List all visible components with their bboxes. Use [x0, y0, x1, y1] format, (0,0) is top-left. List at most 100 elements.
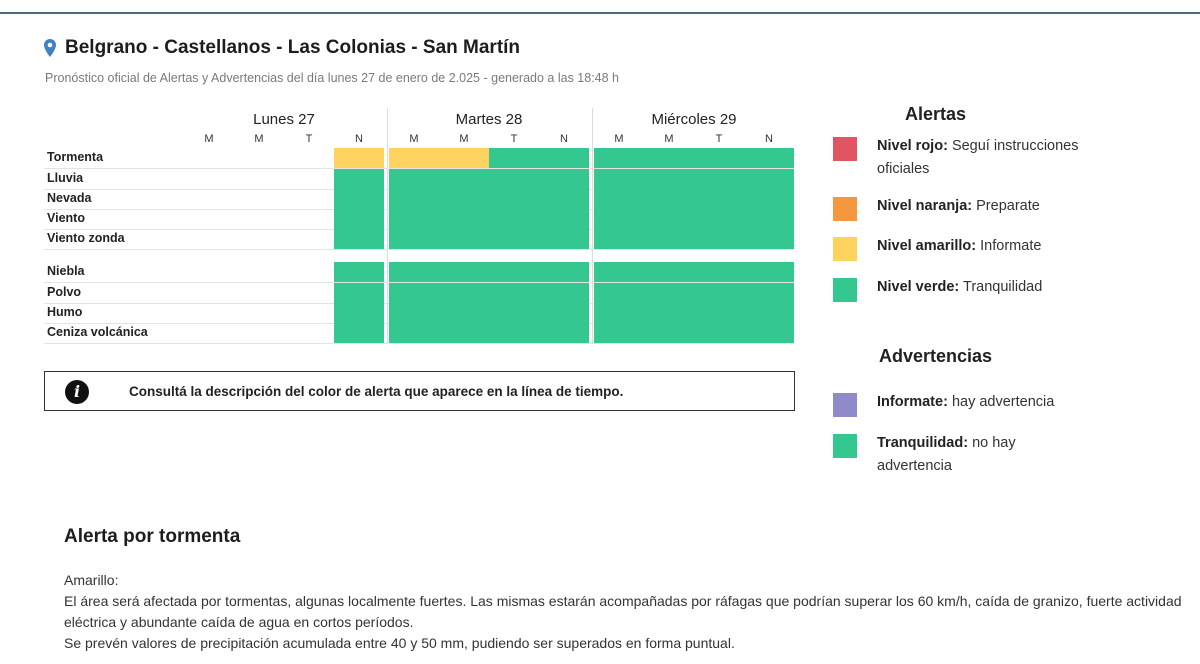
timeline-cell[interactable] [694, 262, 744, 282]
timeline-cell[interactable] [334, 209, 384, 229]
map-pin-icon [44, 39, 56, 57]
timeline-cell[interactable] [694, 303, 744, 323]
timeline-cell[interactable] [644, 323, 694, 343]
timeline-cell[interactable] [594, 229, 644, 249]
timeline-cell[interactable] [539, 229, 589, 249]
timeline-cell[interactable] [539, 148, 589, 168]
timeline-cell[interactable] [644, 262, 694, 282]
timeline-cell[interactable] [744, 323, 794, 343]
timeline-cell[interactable] [334, 169, 384, 189]
day-separator [592, 108, 593, 344]
period-label: T [715, 133, 723, 145]
period-label: T [510, 133, 518, 145]
timeline-cell[interactable] [334, 283, 384, 303]
timeline-cell[interactable] [594, 303, 644, 323]
timeline-cell[interactable] [389, 262, 439, 282]
phenomenon-label: Viento zonda [47, 231, 125, 245]
legend-swatch [833, 434, 857, 458]
phenomenon-label: Ceniza volcánica [47, 325, 148, 339]
timeline-cell[interactable] [389, 169, 439, 189]
alertas-title: Alertas [905, 104, 967, 124]
timeline-cell[interactable] [744, 189, 794, 209]
detail-level-label: Amarillo: [64, 572, 119, 588]
timeline-cell[interactable] [744, 148, 794, 168]
timeline-cell[interactable] [694, 169, 744, 189]
timeline-cell[interactable] [334, 262, 384, 282]
timeline-cell[interactable] [539, 262, 589, 282]
timeline-cell[interactable] [439, 169, 489, 189]
timeline-cell[interactable] [389, 209, 439, 229]
timeline-cell[interactable] [389, 283, 439, 303]
timeline-cell[interactable] [744, 209, 794, 229]
timeline-cell[interactable] [539, 169, 589, 189]
timeline-cell[interactable] [539, 189, 589, 209]
timeline-cell[interactable] [694, 209, 744, 229]
period-label: M [409, 133, 419, 145]
timeline-cell[interactable] [694, 229, 744, 249]
timeline-cell[interactable] [539, 323, 589, 343]
timeline-cell[interactable] [439, 209, 489, 229]
timeline-cell[interactable] [439, 148, 489, 168]
timeline-cell[interactable] [594, 262, 644, 282]
legend-text: Nivel naranja: Preparate [877, 195, 1087, 218]
timeline-cell[interactable] [539, 283, 589, 303]
timeline-cell[interactable] [334, 303, 384, 323]
timeline-cell[interactable] [644, 148, 694, 168]
timeline-cell[interactable] [334, 323, 384, 343]
timeline-cell[interactable] [334, 229, 384, 249]
timeline-cell[interactable] [594, 283, 644, 303]
timeline-cell[interactable] [744, 262, 794, 282]
timeline-cell[interactable] [439, 262, 489, 282]
timeline-cell[interactable] [389, 148, 439, 168]
timeline-cell[interactable] [389, 303, 439, 323]
timeline-cell[interactable] [694, 283, 744, 303]
timeline-cell[interactable] [694, 323, 744, 343]
timeline-cell[interactable] [594, 169, 644, 189]
timeline-cell[interactable] [644, 303, 694, 323]
timeline-cell[interactable] [594, 209, 644, 229]
period-label: M [614, 133, 624, 145]
timeline-cell[interactable] [539, 209, 589, 229]
timeline-cell[interactable] [694, 148, 744, 168]
timeline-cell[interactable] [644, 229, 694, 249]
phenomenon-label: Viento [47, 211, 85, 225]
timeline-cell[interactable] [489, 283, 539, 303]
detail-paragraph: El área será afectada por tormentas, alg… [64, 593, 1182, 630]
timeline-cell[interactable] [489, 148, 539, 168]
timeline-cell[interactable] [489, 189, 539, 209]
timeline-cell[interactable] [389, 189, 439, 209]
timeline-cell[interactable] [334, 189, 384, 209]
timeline-cell[interactable] [694, 189, 744, 209]
location-header: Belgrano - Castellanos - Las Colonias - … [44, 37, 520, 59]
phenomenon-label: Nevada [47, 191, 92, 205]
timeline-cell[interactable] [439, 229, 489, 249]
timeline-cell[interactable] [744, 303, 794, 323]
timeline-cell[interactable] [744, 283, 794, 303]
timeline-cell[interactable] [644, 209, 694, 229]
timeline-cell[interactable] [489, 323, 539, 343]
timeline-cell[interactable] [439, 323, 489, 343]
timeline-cell[interactable] [594, 148, 644, 168]
advertencias-title: Advertencias [879, 346, 993, 366]
timeline-cell[interactable] [439, 189, 489, 209]
timeline-cell[interactable] [439, 283, 489, 303]
timeline-cell[interactable] [594, 189, 644, 209]
timeline-cell[interactable] [644, 189, 694, 209]
period-label: M [254, 133, 264, 145]
timeline-cell[interactable] [744, 169, 794, 189]
timeline-cell[interactable] [489, 303, 539, 323]
timeline-cell[interactable] [644, 169, 694, 189]
timeline-cell[interactable] [744, 229, 794, 249]
timeline-cell[interactable] [644, 283, 694, 303]
timeline-cell[interactable] [539, 303, 589, 323]
legend-description: Tranquilidad [963, 279, 1043, 295]
timeline-cell[interactable] [334, 148, 384, 168]
timeline-cell[interactable] [489, 262, 539, 282]
timeline-cell[interactable] [489, 169, 539, 189]
timeline-cell[interactable] [594, 323, 644, 343]
timeline-cell[interactable] [439, 303, 489, 323]
timeline-cell[interactable] [489, 229, 539, 249]
timeline-cell[interactable] [389, 323, 439, 343]
timeline-cell[interactable] [389, 229, 439, 249]
timeline-cell[interactable] [489, 209, 539, 229]
